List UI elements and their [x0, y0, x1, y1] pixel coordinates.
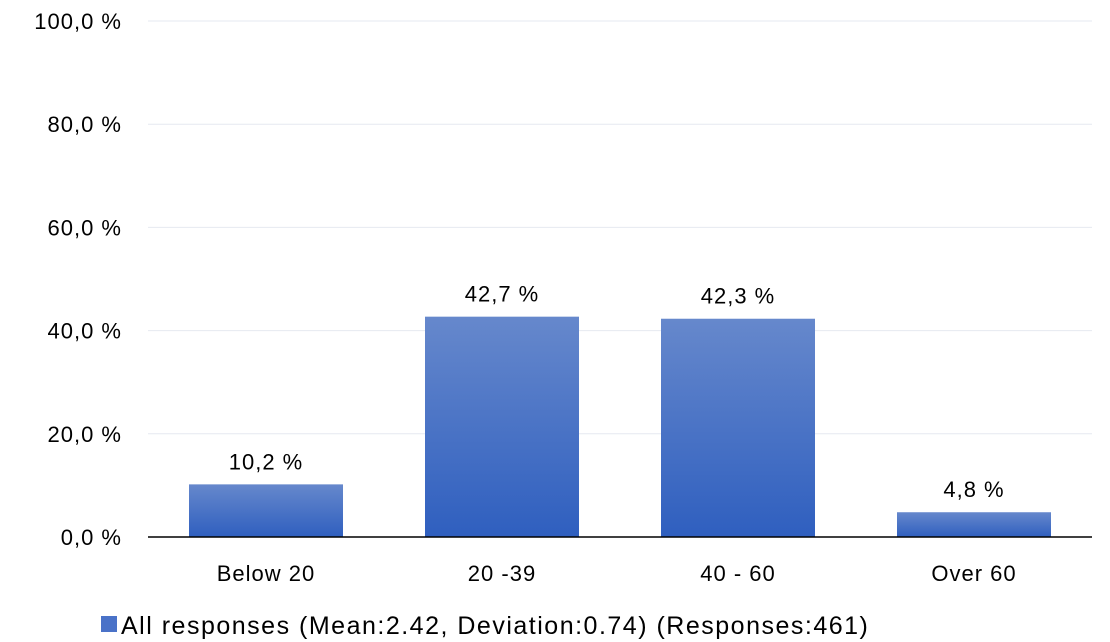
bars — [189, 316, 1051, 537]
bar — [425, 316, 579, 537]
y-tick-label: 40,0 % — [48, 319, 123, 344]
x-axis-category-labels: Below 20 20 -39 40 - 60 Over 60 — [217, 561, 1016, 586]
x-category-label: 20 -39 — [468, 561, 536, 586]
y-tick-label: 100,0 % — [34, 9, 122, 34]
y-tick-label: 0,0 % — [61, 525, 122, 550]
bar — [189, 484, 343, 537]
legend-swatch — [101, 616, 117, 632]
y-axis-tick-labels: 0,0 % 20,0 % 40,0 % 60,0 % 80,0 % 100,0 % — [34, 9, 123, 550]
bar-value-label: 42,3 % — [701, 284, 776, 309]
y-tick-label: 60,0 % — [48, 215, 123, 240]
x-category-label: 40 - 60 — [700, 561, 776, 586]
y-tick-label: 20,0 % — [48, 422, 123, 447]
legend-label: All responses (Mean:2.42, Deviation:0.74… — [121, 612, 869, 640]
bar-value-label: 42,7 % — [465, 282, 540, 307]
bar — [897, 512, 1051, 537]
bar-value-labels: 10,2 % 42,7 % 42,3 % 4,8 % — [229, 282, 1004, 503]
bar — [661, 318, 815, 537]
y-tick-label: 80,0 % — [48, 112, 123, 137]
legend: All responses (Mean:2.42, Deviation:0.74… — [101, 612, 869, 640]
bar-value-label: 4,8 % — [943, 477, 1004, 502]
bar-value-label: 10,2 % — [229, 449, 304, 474]
x-category-label: Below 20 — [217, 561, 316, 586]
gridlines — [148, 20, 1092, 435]
x-category-label: Over 60 — [931, 561, 1016, 586]
